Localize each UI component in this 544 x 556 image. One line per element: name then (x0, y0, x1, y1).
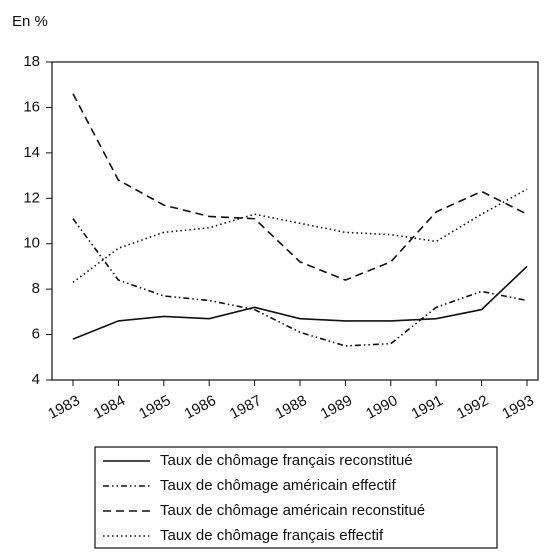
legend-label: Taux de chômage français effectif (160, 527, 384, 544)
series-line (72, 188, 528, 283)
series-line (72, 93, 528, 281)
y-unit-label: En % (12, 13, 48, 30)
x-tick-label: 1993 (499, 392, 536, 423)
series-line (72, 265, 528, 340)
y-tick-label: 8 (32, 280, 40, 297)
x-tick-label: 1989 (318, 392, 355, 423)
series-line (72, 218, 528, 347)
x-tick-label: 1983 (45, 392, 82, 423)
y-tick-label: 16 (23, 98, 40, 115)
legend-label: Taux de chômage américain effectif (160, 477, 397, 494)
y-tick-label: 6 (32, 326, 40, 343)
x-tick-label: 1986 (181, 392, 218, 423)
y-tick-label: 10 (23, 235, 40, 252)
legend-label: Taux de chômage français reconstitué (160, 452, 413, 469)
legend-box (94, 446, 498, 549)
y-tick-label: 4 (32, 371, 40, 388)
x-tick-label: 1992 (454, 392, 491, 423)
y-tick-label: 18 (23, 53, 40, 70)
x-tick-label: 1987 (227, 392, 264, 423)
x-tick-label: 1984 (91, 392, 128, 423)
legend-label: Taux de chômage américain reconstitué (160, 502, 425, 519)
y-tick-label: 14 (23, 144, 40, 161)
x-tick-label: 1988 (272, 392, 309, 423)
x-tick-label: 1991 (408, 392, 445, 423)
plot-frame (51, 61, 539, 381)
x-tick-label: 1985 (136, 392, 173, 423)
x-tick-label: 1990 (363, 392, 400, 423)
y-tick-label: 12 (23, 189, 40, 206)
